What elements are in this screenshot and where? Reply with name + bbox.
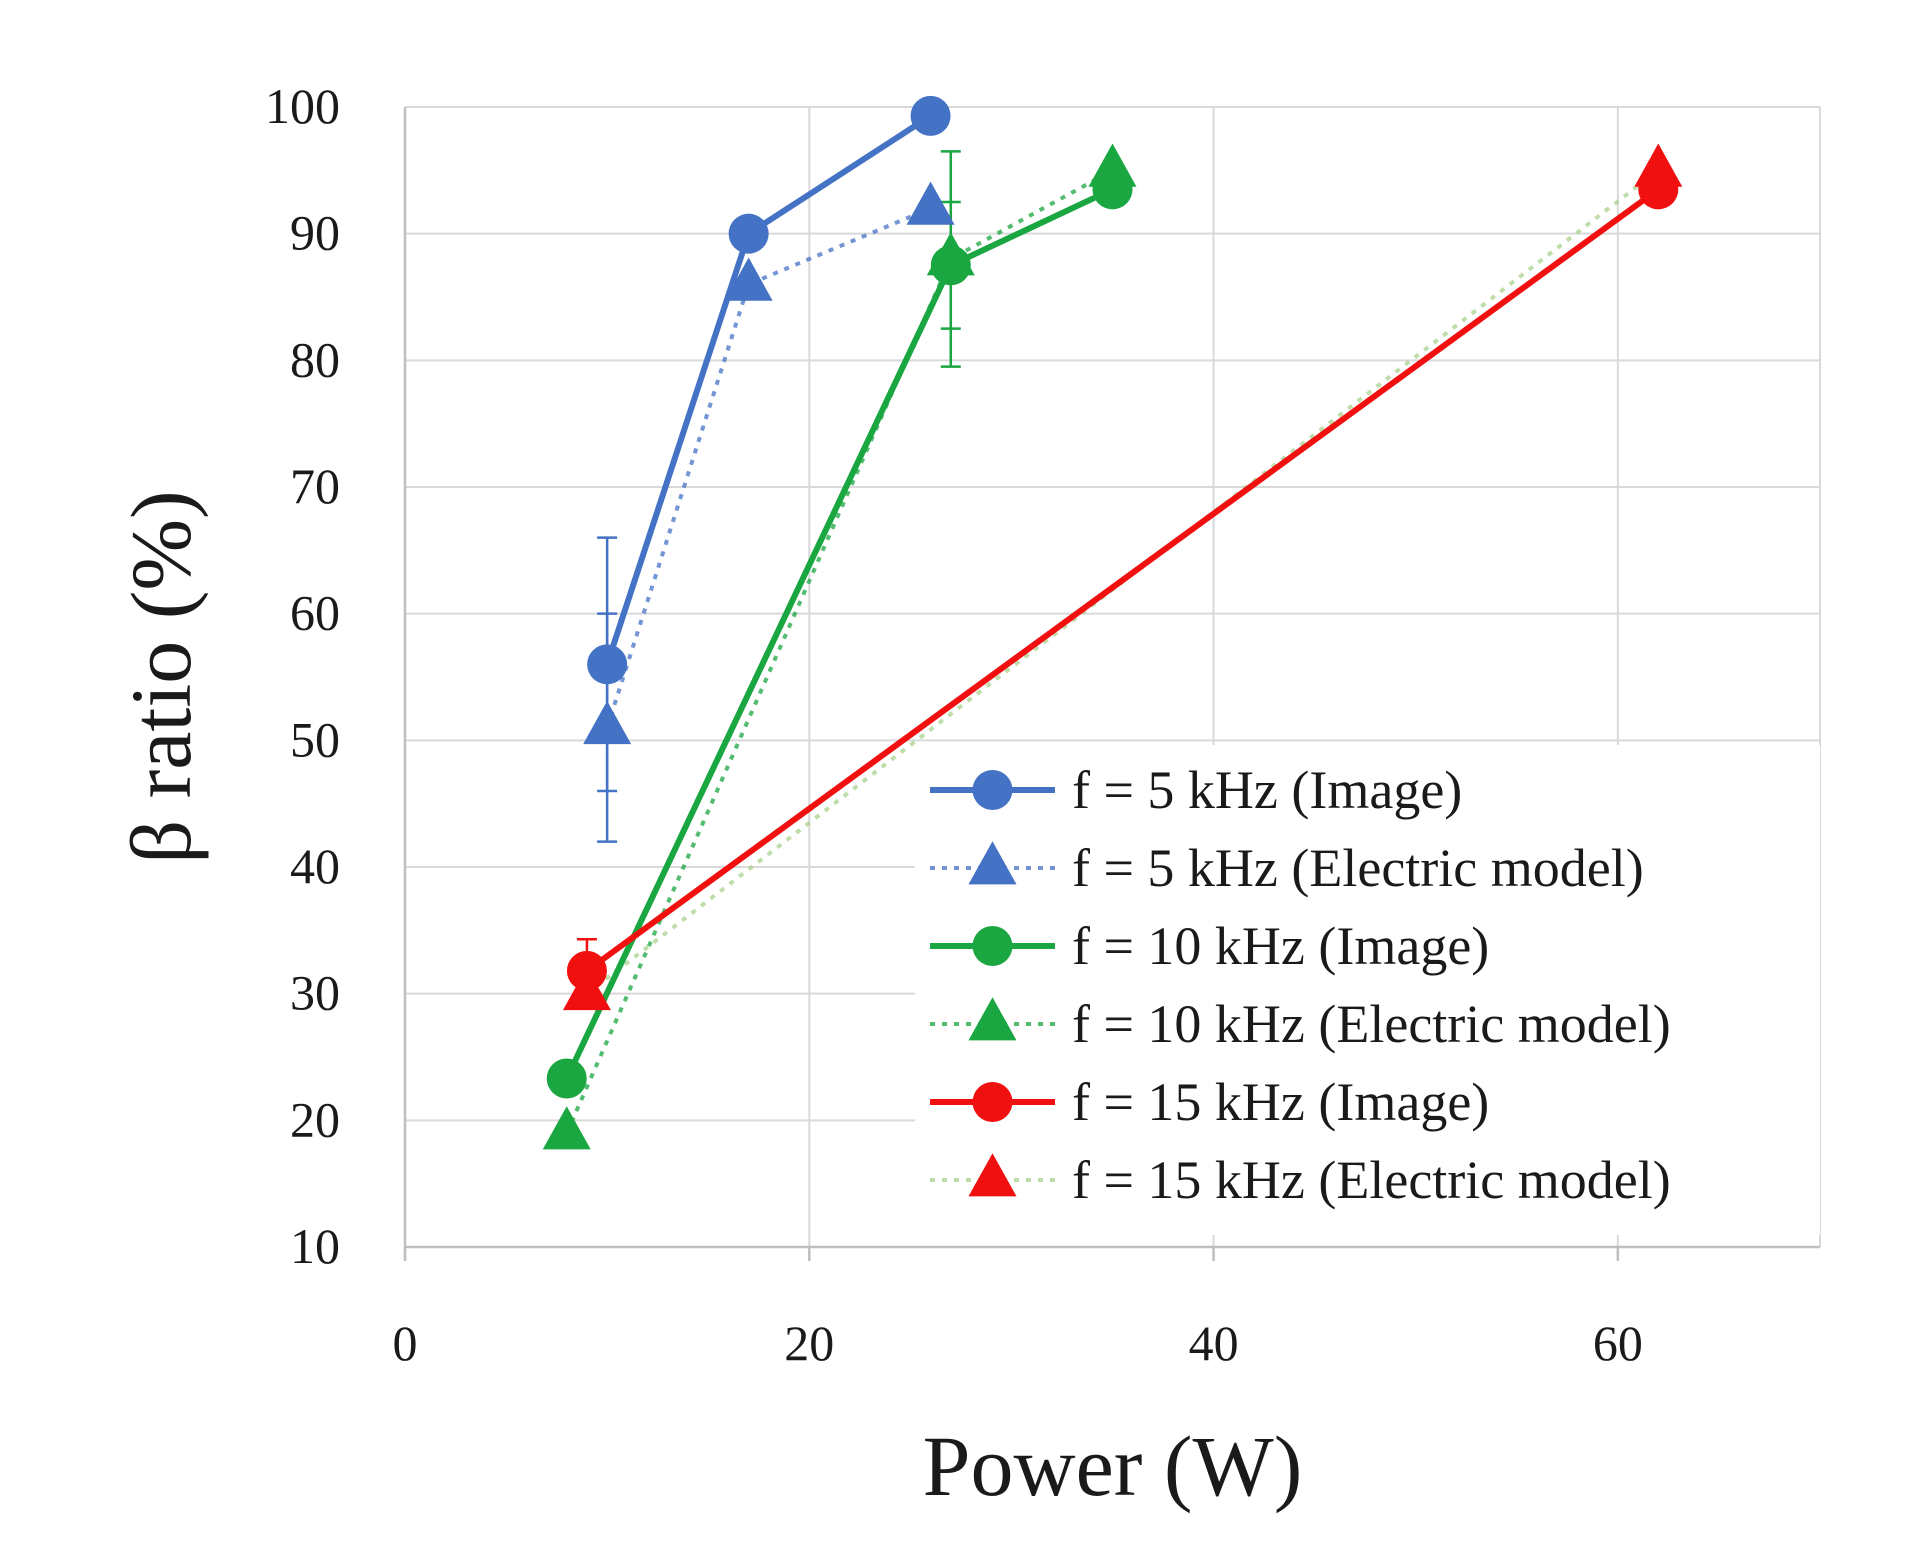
legend-marker-swatch [968, 1153, 1017, 1197]
legend-label: f = 5 kHz (Image) [1072, 760, 1462, 820]
data-point [906, 181, 955, 225]
series-line [604, 113, 933, 666]
data-point [1638, 169, 1679, 210]
y-tick-label-60: 60 [290, 585, 340, 641]
x-tick-label-0: 0 [393, 1315, 418, 1371]
data-point [910, 95, 951, 136]
series-line [585, 186, 1661, 974]
axes [403, 107, 1820, 1261]
legend-label: f = 10 kHz (Image) [1072, 916, 1489, 976]
data-point [930, 245, 971, 286]
legend-entry-2: f = 10 kHz (Image) [930, 916, 1489, 976]
legend-entry-5: f = 15 kHz (Electric model) [930, 1150, 1671, 1210]
legend-marker-swatch [972, 926, 1013, 966]
y-tick-label-10: 10 [290, 1218, 340, 1274]
series-layer [542, 95, 1683, 1150]
legend-entry-0: f = 5 kHz (Image) [930, 760, 1462, 820]
y-tick-label-20: 20 [290, 1091, 340, 1147]
legend-entry-3: f = 10 kHz (Electric model) [930, 994, 1671, 1054]
legend-label: f = 5 kHz (Electric model) [1072, 838, 1644, 898]
data-point [724, 257, 773, 301]
series-4-line-group [585, 186, 1661, 974]
y-tick-label-90: 90 [290, 205, 340, 261]
x-tick-label-20: 20 [784, 1315, 834, 1371]
data-point [542, 1106, 591, 1150]
y-tick-label-50: 50 [290, 711, 340, 767]
legend-background [915, 745, 1820, 1235]
x-tick-label-60: 60 [1593, 1315, 1643, 1371]
y-tick-label-70: 70 [290, 458, 340, 514]
legend-entry-4: f = 15 kHz (Image) [930, 1072, 1489, 1132]
data-point [546, 1058, 587, 1099]
legend-marker-swatch [968, 997, 1017, 1041]
legend: f = 5 kHz (Image) f = 5 kHz (Electric mod… [915, 745, 1820, 1235]
data-point [587, 644, 628, 685]
tick-labels: 10 20 30 40 50 60 70 80 90 100 0 20 40 60 [265, 78, 1643, 1371]
y-tick-label-40: 40 [290, 838, 340, 894]
y-tick-label-80: 80 [290, 331, 340, 387]
legend-marker-swatch [968, 841, 1017, 885]
legend-marker-swatch [972, 770, 1013, 810]
legend-entry-1: f = 5 kHz (Electric model) [930, 838, 1644, 898]
y-tick-label-30: 30 [290, 965, 340, 1021]
series-0-line-group [604, 113, 933, 666]
legend-label: f = 15 kHz (Electric model) [1072, 1150, 1671, 1210]
legend-label: f = 15 kHz (Image) [1072, 1072, 1489, 1132]
data-point [728, 213, 769, 254]
y-tick-label-100: 100 [265, 78, 340, 134]
x-axis-title: Power (W) [923, 1418, 1303, 1514]
legend-label: f = 10 kHz (Electric model) [1072, 994, 1671, 1054]
data-point [566, 950, 607, 991]
data-point [583, 700, 632, 745]
y-axis-title: β ratio (%) [113, 490, 209, 863]
x-tick-label-40: 40 [1189, 1315, 1239, 1371]
legend-marker-swatch [972, 1082, 1013, 1122]
data-point [1092, 169, 1133, 210]
